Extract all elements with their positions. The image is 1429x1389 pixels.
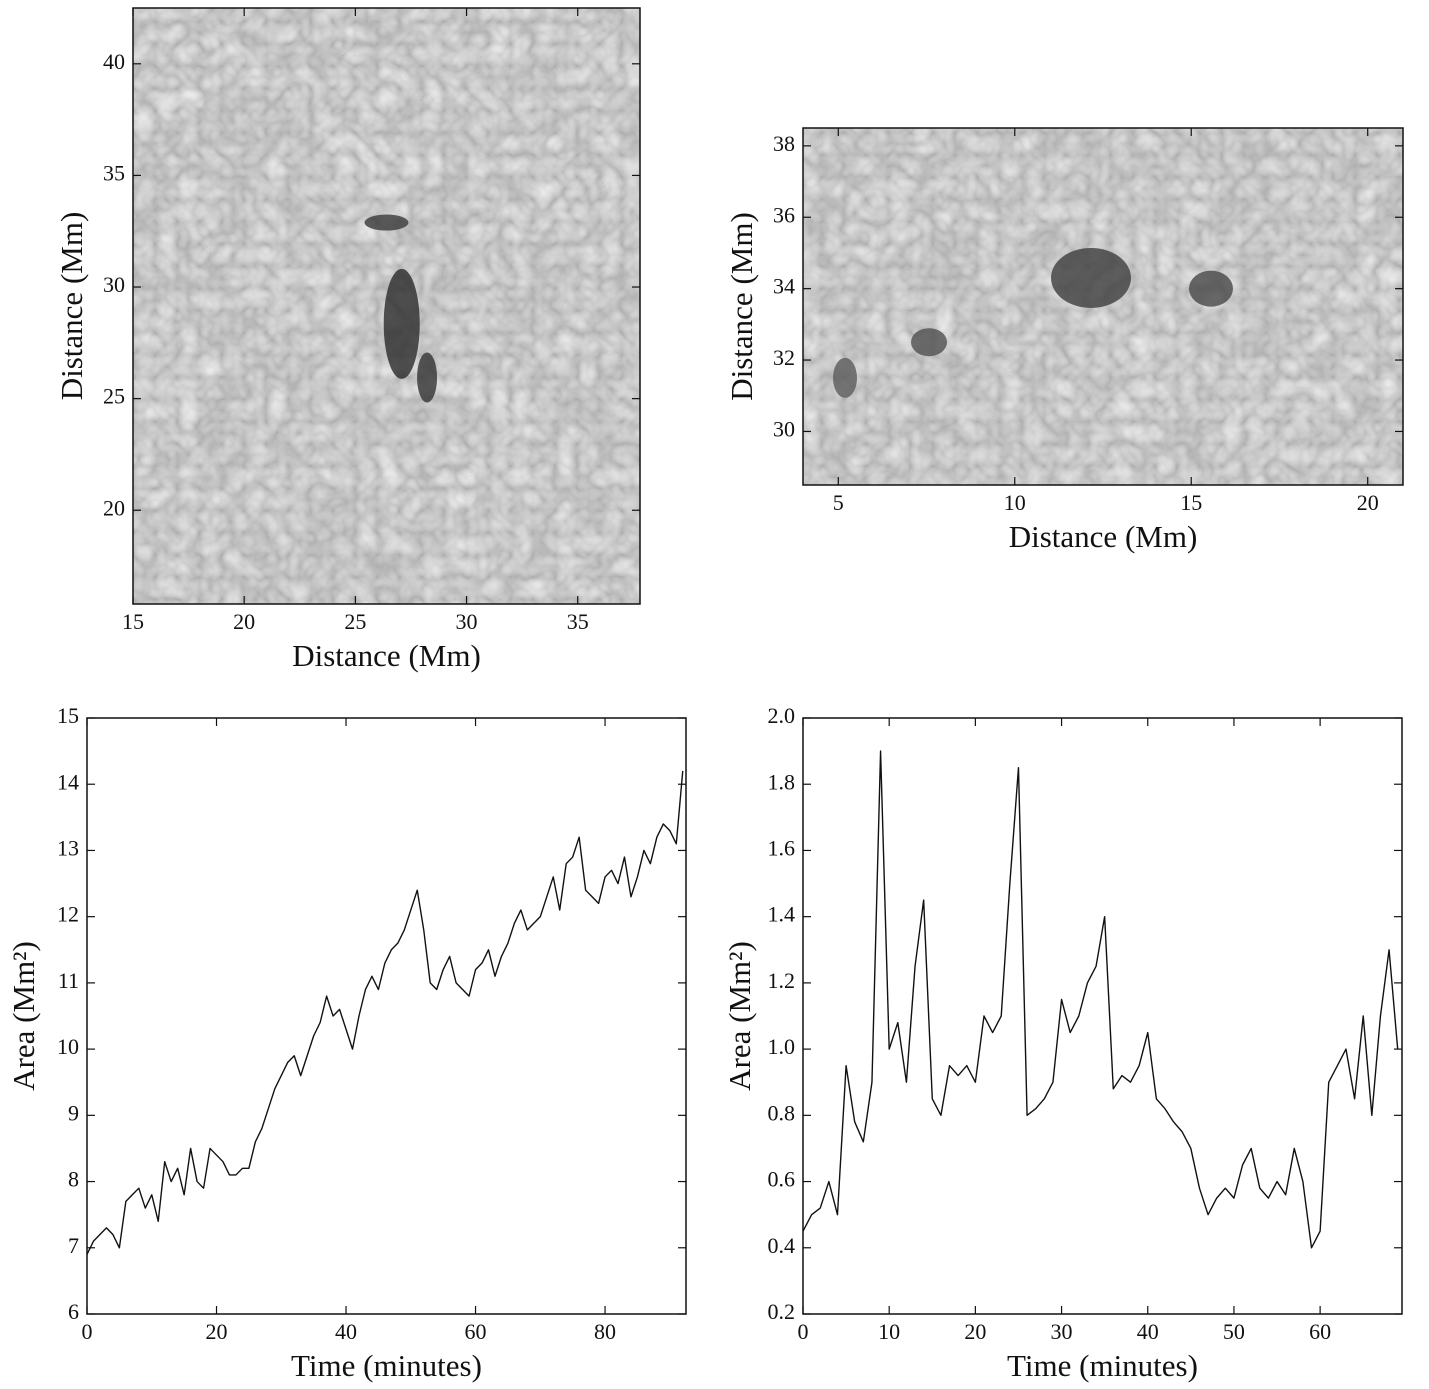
y-tick-label: 30 xyxy=(103,272,125,297)
y-tick-label: 0.8 xyxy=(768,1100,796,1125)
y-tick-label: 36 xyxy=(773,202,795,227)
dark-feature xyxy=(1189,270,1233,307)
image-panel xyxy=(803,128,1403,485)
y-tick-label: 13 xyxy=(57,835,79,860)
plot-frame xyxy=(802,717,1403,1315)
x-tick-label: 5 xyxy=(833,490,844,515)
x-tick-label: 10 xyxy=(878,1319,900,1344)
y-tick-label: 8 xyxy=(68,1167,79,1192)
x-axis-label: Distance (Mm) xyxy=(1009,519,1198,554)
y-tick-label: 11 xyxy=(58,968,79,993)
x-tick-label: 15 xyxy=(122,609,144,634)
y-tick-label: 2.0 xyxy=(768,703,796,728)
y-tick-label: 40 xyxy=(103,49,125,74)
dark-feature xyxy=(417,352,438,403)
x-tick-label: 0 xyxy=(82,1319,93,1344)
y-axis-label: Area (Mm²) xyxy=(722,941,757,1091)
y-tick-label: 0.4 xyxy=(768,1233,796,1258)
plot-frame xyxy=(86,717,687,1315)
y-tick-label: 1.0 xyxy=(768,1034,796,1059)
y-axis-label: Distance (Mm) xyxy=(724,212,759,401)
y-tick-label: 0.6 xyxy=(768,1167,796,1192)
y-tick-label: 9 xyxy=(68,1100,79,1125)
x-tick-label: 60 xyxy=(465,1319,487,1344)
dark-feature xyxy=(383,268,420,379)
plot-frame xyxy=(132,7,641,605)
plot-frame xyxy=(802,127,1404,486)
y-axis-label: Distance (Mm) xyxy=(54,212,89,401)
y-tick-label: 38 xyxy=(773,131,795,156)
x-tick-label: 60 xyxy=(1309,1319,1331,1344)
y-tick-label: 34 xyxy=(773,274,795,299)
x-axis-label: Distance (Mm) xyxy=(292,638,481,673)
y-tick-label: 35 xyxy=(103,160,125,185)
y-tick-label: 1.8 xyxy=(768,769,796,794)
y-tick-label: 32 xyxy=(773,345,795,370)
dark-feature xyxy=(833,357,857,398)
x-tick-label: 30 xyxy=(1051,1319,1073,1344)
x-axis-label: Time (minutes) xyxy=(1007,1348,1198,1383)
x-tick-label: 20 xyxy=(206,1319,228,1344)
x-tick-label: 80 xyxy=(594,1319,616,1344)
dark-feature xyxy=(911,328,947,357)
y-axis-label: Area (Mm²) xyxy=(6,941,41,1091)
x-tick-label: 0 xyxy=(798,1319,809,1344)
dark-feature xyxy=(1051,247,1131,308)
y-tick-label: 20 xyxy=(103,495,125,520)
x-tick-label: 50 xyxy=(1223,1319,1245,1344)
y-tick-label: 7 xyxy=(68,1233,79,1258)
x-tick-label: 35 xyxy=(567,609,589,634)
y-tick-label: 15 xyxy=(57,703,79,728)
y-tick-label: 25 xyxy=(103,384,125,409)
y-tick-label: 10 xyxy=(57,1034,79,1059)
x-tick-label: 20 xyxy=(964,1319,986,1344)
y-tick-label: 1.4 xyxy=(768,902,796,927)
x-tick-label: 40 xyxy=(335,1319,357,1344)
image-panel xyxy=(133,8,640,604)
y-tick-label: 12 xyxy=(57,902,79,927)
x-axis-label: Time (minutes) xyxy=(291,1348,482,1383)
x-tick-label: 40 xyxy=(1137,1319,1159,1344)
data-line xyxy=(86,770,684,1255)
y-tick-label: 1.2 xyxy=(768,968,796,993)
y-tick-label: 30 xyxy=(773,416,795,441)
data-line xyxy=(802,750,1399,1249)
x-tick-label: 15 xyxy=(1180,490,1202,515)
x-tick-label: 20 xyxy=(1357,490,1379,515)
x-tick-label: 10 xyxy=(1004,490,1026,515)
x-tick-label: 20 xyxy=(233,609,255,634)
x-tick-label: 25 xyxy=(344,609,366,634)
dark-feature xyxy=(364,214,409,231)
y-tick-label: 14 xyxy=(57,769,79,794)
y-tick-label: 1.6 xyxy=(768,835,796,860)
y-tick-label: 0.2 xyxy=(768,1299,796,1324)
x-tick-label: 30 xyxy=(456,609,478,634)
y-tick-label: 6 xyxy=(68,1299,79,1324)
